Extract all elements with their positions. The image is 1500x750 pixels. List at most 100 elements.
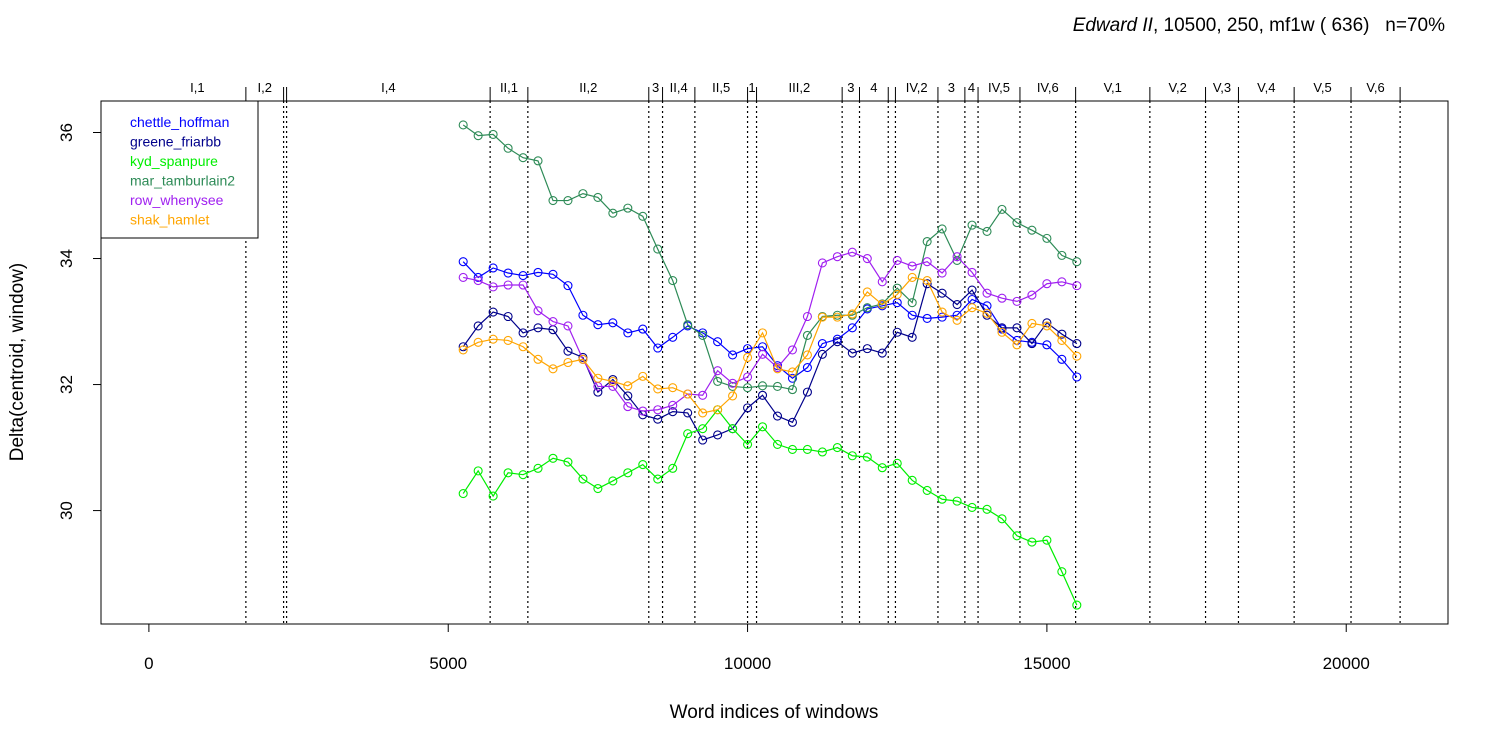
y-axis-label: Delta(centroid, window) <box>7 263 28 462</box>
data-point <box>757 349 768 359</box>
data-point <box>668 276 678 286</box>
data-point <box>548 269 558 279</box>
data-point <box>817 447 827 457</box>
series-kyd_spanpure <box>458 405 1082 610</box>
scene-label: I,1 <box>190 80 204 95</box>
data-point <box>1072 600 1082 610</box>
data-point <box>847 247 857 257</box>
scene-label: V,1 <box>1104 80 1122 95</box>
data-point <box>743 344 753 354</box>
data-point <box>892 255 902 265</box>
data-point <box>563 357 573 368</box>
data-point <box>757 381 768 391</box>
data-point <box>787 417 798 427</box>
data-point <box>578 310 588 320</box>
data-point <box>967 220 977 230</box>
data-point <box>518 153 528 163</box>
scene-label: V,5 <box>1313 80 1331 95</box>
series-group <box>458 120 1082 610</box>
data-point <box>713 337 723 347</box>
x-tick-label: 10000 <box>724 654 771 673</box>
data-point <box>533 354 543 364</box>
legend-box <box>100 100 259 239</box>
data-point <box>787 345 798 355</box>
data-point <box>653 474 663 484</box>
data-point <box>877 463 887 473</box>
data-point <box>1042 233 1052 243</box>
data-point <box>653 244 663 254</box>
data-point <box>503 143 513 153</box>
data-point <box>802 330 812 340</box>
scene-label: 1 <box>748 80 755 95</box>
data-point <box>1042 321 1052 331</box>
data-point <box>563 196 573 206</box>
data-point <box>967 303 977 313</box>
data-point <box>787 367 798 377</box>
data-point <box>1057 354 1067 364</box>
data-point <box>892 283 902 293</box>
data-point <box>713 366 723 376</box>
data-point <box>488 307 498 317</box>
data-point <box>1057 277 1067 287</box>
data-point <box>832 312 842 322</box>
data-point <box>952 299 962 310</box>
data-point <box>503 335 513 345</box>
data-point <box>548 196 558 206</box>
data-point <box>518 342 528 352</box>
scene-label: V,4 <box>1257 80 1275 95</box>
data-point <box>698 408 708 418</box>
data-point <box>1057 335 1067 345</box>
legend-entry: row_whenysee <box>130 192 224 208</box>
data-point <box>997 204 1007 214</box>
data-point <box>952 315 962 325</box>
data-point <box>623 203 633 213</box>
series-line <box>462 261 1078 380</box>
legend-entry: shak_hamlet <box>130 212 209 228</box>
data-point <box>862 303 872 313</box>
data-point <box>743 403 753 413</box>
data-point <box>907 310 917 320</box>
data-point <box>578 354 588 364</box>
data-point <box>772 381 783 391</box>
data-point <box>802 387 812 397</box>
scene-label: V,3 <box>1213 80 1231 95</box>
scene-label: I,2 <box>258 80 272 95</box>
series-line <box>462 408 1078 606</box>
data-point <box>698 424 708 434</box>
y-tick-label: 32 <box>57 375 76 394</box>
data-point <box>832 337 842 347</box>
data-point <box>1072 372 1082 382</box>
data-point <box>922 236 932 247</box>
data-point <box>668 463 678 473</box>
data-point <box>937 288 947 298</box>
data-point <box>608 376 618 386</box>
data-point <box>563 346 573 356</box>
data-point <box>638 324 648 334</box>
data-point <box>608 318 618 328</box>
data-point <box>892 327 902 337</box>
data-point <box>518 328 528 338</box>
data-point <box>668 400 678 410</box>
scene-label: 3 <box>652 80 659 95</box>
scene-label: I,4 <box>381 80 395 95</box>
data-point <box>1027 318 1037 328</box>
scene-label: IV,5 <box>988 80 1010 95</box>
data-point <box>743 352 753 363</box>
data-point <box>862 253 872 264</box>
data-point <box>997 514 1007 524</box>
data-point <box>907 332 917 342</box>
x-tick-label: 20000 <box>1323 654 1370 673</box>
data-point <box>922 279 932 289</box>
data-point <box>907 475 917 485</box>
data-point <box>653 405 663 415</box>
data-point <box>728 350 738 360</box>
data-point <box>787 385 798 395</box>
data-point <box>1012 531 1022 541</box>
data-point <box>503 311 513 322</box>
data-point <box>907 298 917 308</box>
data-point <box>563 321 573 331</box>
data-point <box>713 405 723 415</box>
data-point <box>982 504 992 514</box>
data-point <box>1072 257 1082 267</box>
